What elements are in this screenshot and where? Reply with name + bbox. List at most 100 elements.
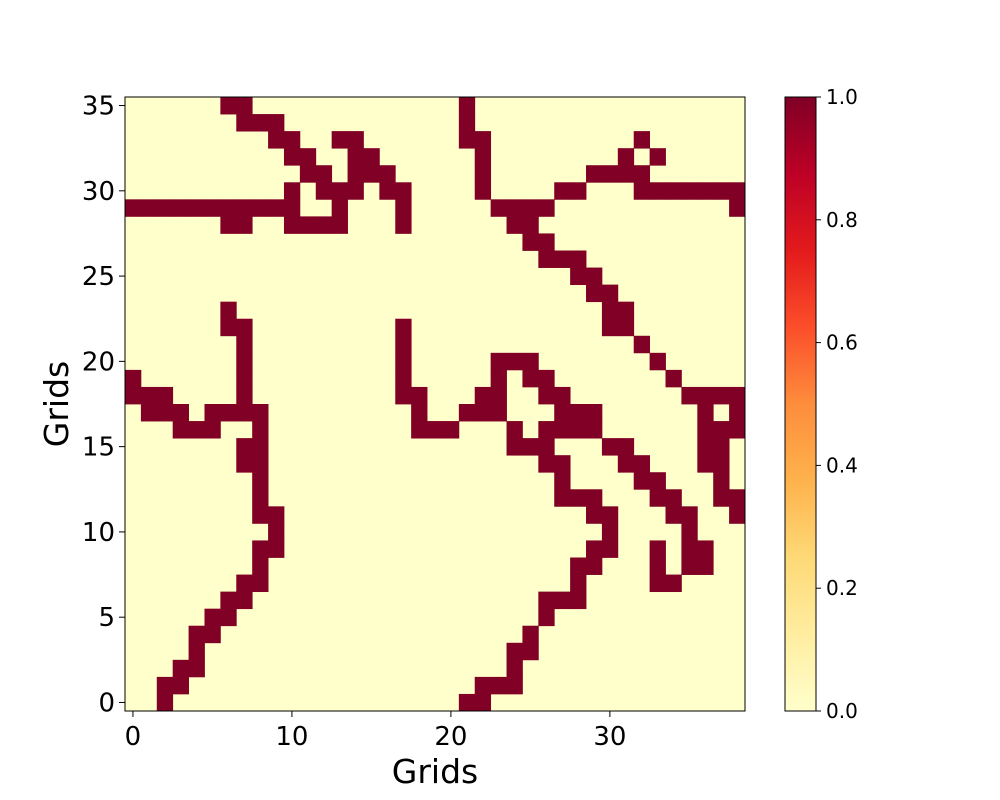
heatmap-cell (474, 404, 492, 422)
heatmap-cell (188, 421, 205, 439)
heatmap-cell (283, 131, 301, 149)
heatmap-cell (490, 369, 507, 388)
heatmap-cell (522, 369, 539, 388)
heatmap-cell (538, 369, 555, 388)
heatmap-cell (331, 216, 348, 234)
heatmap-cell (204, 404, 221, 422)
colorbar-tick-label: 0.2 (826, 576, 858, 600)
heatmap-cell (395, 216, 412, 234)
heatmap-cell (538, 438, 555, 456)
heatmap-cell (474, 182, 492, 200)
heatmap-cell (649, 489, 666, 507)
heatmap-cell (252, 404, 269, 422)
heatmap-cell (411, 386, 428, 405)
heatmap-cell (252, 574, 269, 593)
heatmap-cell (252, 421, 269, 439)
heatmap-cell (506, 421, 523, 439)
heatmap-cell (538, 591, 555, 610)
heatmap-cell (617, 165, 635, 183)
heatmap-cell (204, 625, 221, 644)
heatmap-cell (458, 131, 476, 149)
heatmap-cell (729, 404, 746, 422)
heatmap-cell (633, 165, 651, 183)
heatmap-cell (697, 455, 714, 473)
heatmap-cell (665, 182, 682, 200)
heatmap-cell (490, 352, 507, 371)
heatmap-cell (649, 574, 666, 593)
heatmap-cell (538, 455, 555, 473)
heatmap-cell (379, 165, 396, 183)
heatmap-cell (570, 557, 587, 575)
heatmap-cell (299, 165, 317, 183)
heatmap-cell (220, 301, 237, 320)
heatmap-cell (188, 642, 205, 661)
heatmap-cell (665, 489, 682, 507)
heatmap-cell (458, 693, 476, 712)
heatmap-cell (649, 557, 666, 575)
heatmap-cell (617, 301, 635, 320)
heatmap-cell (220, 199, 237, 217)
heatmap-cell (713, 472, 730, 490)
heatmap-cell (395, 318, 412, 337)
y-tick-label: 20 (82, 347, 115, 377)
heatmap-cell (506, 676, 523, 695)
heatmap-cell (729, 506, 746, 524)
heatmap-cell (681, 506, 698, 524)
heatmap-cell (586, 284, 603, 303)
heatmap-cell (331, 182, 348, 200)
heatmap-cell (570, 267, 587, 286)
heatmap-cell (617, 318, 635, 337)
heatmap-cell (713, 438, 730, 456)
heatmap-cell (442, 421, 460, 439)
heatmap-cell (506, 659, 523, 678)
heatmap-cell (458, 97, 476, 115)
heatmap-cell (649, 472, 666, 490)
x-axis-ticks: 0 10 20 30 (125, 711, 626, 752)
heatmap-cell (220, 97, 237, 115)
heatmap-cell (268, 540, 285, 558)
heatmap-cell (236, 369, 253, 388)
heatmap-cell (236, 386, 253, 405)
heatmap-cell (125, 386, 142, 405)
heatmap-cell (427, 421, 444, 439)
heatmap-cell (188, 659, 205, 678)
heatmap-cell (172, 659, 189, 678)
heatmap-cell (554, 472, 571, 490)
heatmap-cell (570, 182, 587, 200)
heatmap-cell (649, 352, 666, 371)
heatmap-cell (713, 182, 730, 200)
heatmap-cell (681, 557, 698, 575)
heatmap-cell (586, 404, 603, 422)
heatmap-cell (713, 455, 730, 473)
heatmap-cell (411, 421, 428, 439)
heatmap-cell (586, 421, 603, 439)
heatmap-cell (681, 523, 698, 541)
heatmap-cell (474, 165, 492, 183)
heatmap-cell (220, 216, 237, 234)
heatmap-cell (156, 676, 174, 695)
heatmap-cell (554, 591, 571, 610)
heatmap-cell (538, 199, 555, 217)
y-tick-label: 15 (82, 433, 115, 463)
heatmap-cell (697, 438, 714, 456)
y-tick-label: 5 (98, 603, 115, 633)
heatmap-cell (601, 506, 619, 524)
heatmap-cell (586, 506, 603, 524)
heatmap-cell (252, 199, 269, 217)
heatmap-cell (697, 386, 714, 405)
heatmap-cell (315, 216, 333, 234)
heatmap-cell (617, 438, 635, 456)
heatmap-cell (586, 540, 603, 558)
heatmap-cell (554, 404, 571, 422)
heatmap-cell (506, 438, 523, 456)
heatmap-cell (395, 352, 412, 371)
heatmap-cell (172, 404, 189, 422)
heatmap-cell (268, 506, 285, 524)
heatmap-cell (236, 335, 253, 354)
heatmap-cell (522, 352, 539, 371)
heatmap-cell (601, 301, 619, 320)
heatmap-cell (236, 574, 253, 593)
plot-frame (124, 96, 746, 712)
heatmap-cell (601, 523, 619, 541)
heatmap-cell (252, 506, 269, 524)
